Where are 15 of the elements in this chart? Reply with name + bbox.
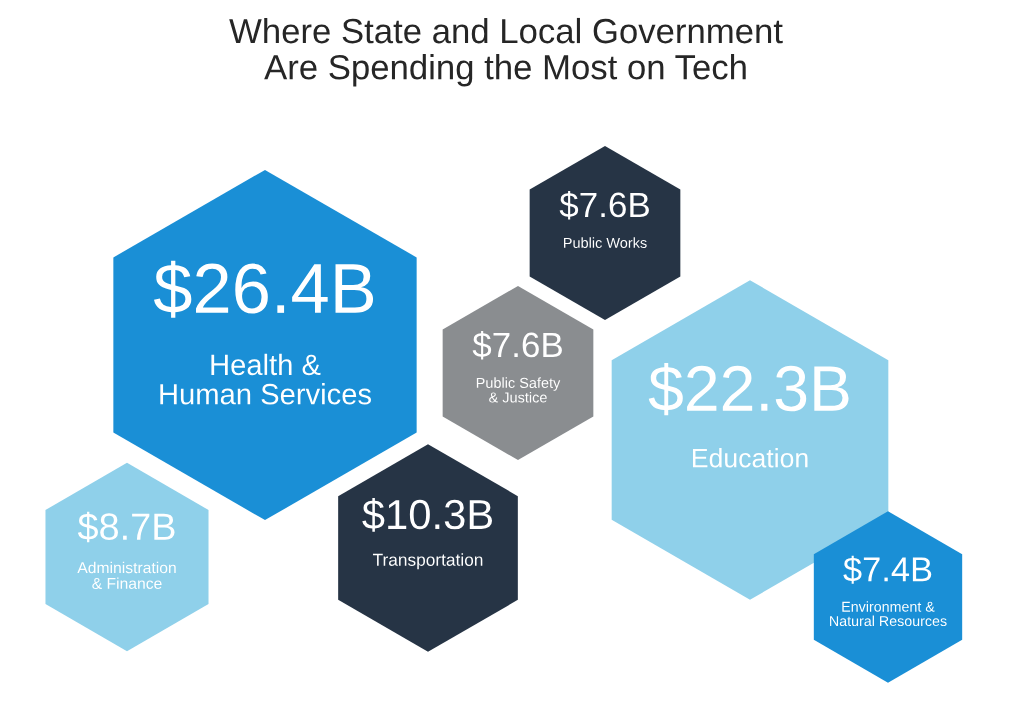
- category-label: Education: [692, 447, 808, 468]
- category-label: Transportation: [372, 553, 483, 570]
- category-label: Public Works: [564, 237, 647, 248]
- text: Where State and Local Government Are Spending the Most on Tech: [229, 17, 783, 87]
- data-label: $7.6B: [559, 191, 649, 220]
- category-label: Environment & Natural Resources: [830, 601, 947, 627]
- category-label: Health & Human Services: [160, 353, 371, 405]
- data-label: $22.3B: [648, 363, 849, 416]
- data-label: $7.4B: [843, 555, 932, 584]
- data-label: $8.7B: [77, 511, 175, 543]
- category-label: Administration & Finance: [77, 561, 176, 589]
- data-label: $10.3B: [362, 498, 493, 532]
- data-label: $7.6B: [472, 331, 562, 360]
- category-label: Public Safety & Justice: [476, 377, 561, 403]
- data-label: $26.4B: [154, 260, 374, 318]
